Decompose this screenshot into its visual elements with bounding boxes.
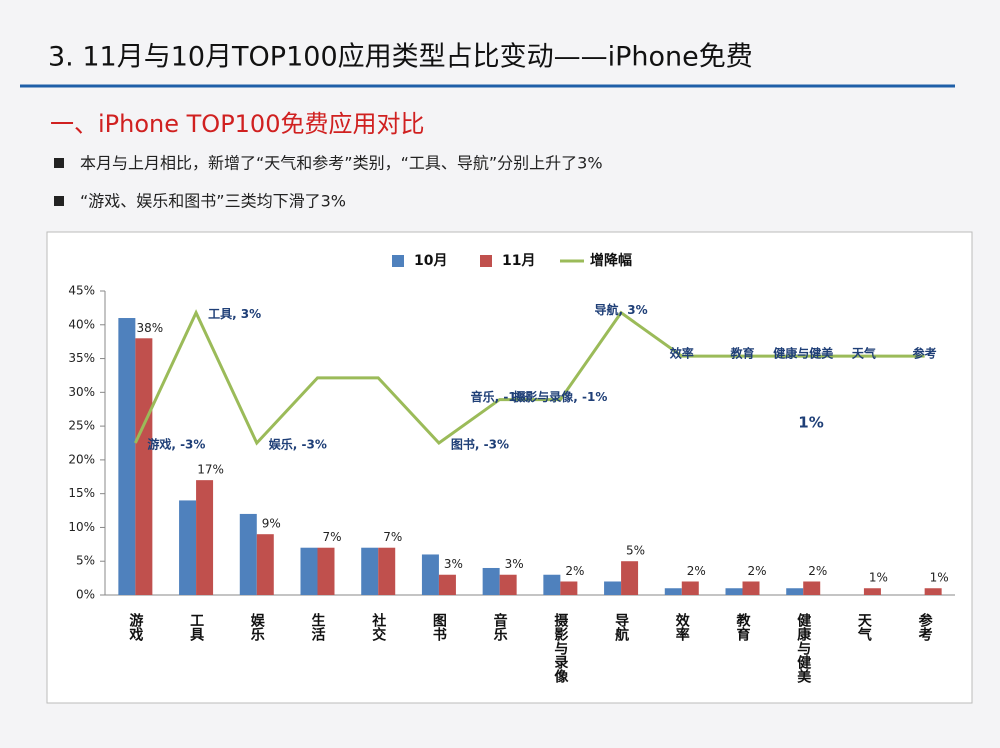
line-series <box>133 309 925 446</box>
bar <box>681 581 699 595</box>
bar-value-label: 3% <box>444 557 463 571</box>
bar <box>300 547 318 595</box>
x-tick-label: 效率 <box>674 612 690 642</box>
bullet-icon <box>54 196 64 206</box>
line-value-label: 教育 <box>729 346 754 361</box>
line-value-label: 天气 <box>852 346 876 361</box>
bar-value-label: 1% <box>869 571 888 585</box>
line-value-label: 效率 <box>670 346 694 361</box>
bar <box>543 574 561 595</box>
y-tick-label: 5% <box>76 554 95 568</box>
y-tick-label: 10% <box>68 520 95 534</box>
y-tick-label: 30% <box>68 385 95 399</box>
line-value-label: 摄影与录像, -1% <box>513 389 607 404</box>
bar <box>499 574 517 595</box>
bar <box>560 581 578 595</box>
bar <box>135 338 153 595</box>
chart-frame <box>46 231 973 704</box>
x-tick-label: 音乐 <box>492 612 508 642</box>
bar <box>742 581 760 595</box>
legend-label: 10月 <box>414 253 447 269</box>
bar-value-label: 5% <box>626 544 645 558</box>
bar <box>421 554 439 595</box>
bar-value-label: 1% <box>930 571 949 585</box>
x-tick-label: 天气 <box>856 613 873 642</box>
bar-value-label: 3% <box>505 557 524 571</box>
x-tick-label: 健康与健美 <box>795 612 811 684</box>
y-tick-label: 45% <box>68 284 95 298</box>
x-tick-label: 摄影与录像 <box>552 612 568 684</box>
bar <box>361 547 379 595</box>
x-tick-label: 娱乐 <box>249 612 265 642</box>
y-tick-label: 20% <box>68 452 95 466</box>
annotation: 1% <box>798 414 823 432</box>
y-tick-label: 35% <box>68 351 95 365</box>
line-value-label: 图书, -3% <box>451 437 509 452</box>
x-tick-label: 参考 <box>917 612 933 642</box>
slide-title: 3. 11月与10月TOP100应用类型占比变动——iPhone免费 <box>48 42 753 73</box>
bar-value-label: 2% <box>747 564 766 578</box>
bullet-text: “游戏、娱乐和图书”三类均下滑了3% <box>80 192 346 211</box>
x-tick-label: 教育 <box>735 612 751 642</box>
bar <box>924 588 942 595</box>
line-value-label: 健康与健美 <box>773 346 834 361</box>
legend-swatch <box>392 255 404 267</box>
bar-value-label: 2% <box>808 564 827 578</box>
line-value-label: 导航, 3% <box>595 302 648 317</box>
bar <box>604 581 622 595</box>
bar <box>863 588 881 595</box>
x-tick-label: 游戏 <box>127 612 144 642</box>
y-tick-label: 0% <box>76 588 95 602</box>
x-tick-label: 图书 <box>431 613 447 642</box>
bar-value-label: 2% <box>565 564 584 578</box>
bar <box>664 588 682 595</box>
x-tick-label: 工具 <box>188 613 205 642</box>
y-tick-label: 25% <box>68 419 95 433</box>
bar <box>256 534 274 595</box>
x-tick-label: 生活 <box>310 612 326 642</box>
bar <box>786 588 804 595</box>
bar <box>378 547 396 595</box>
bar-value-label: 7% <box>383 530 402 544</box>
bar <box>118 318 136 595</box>
bar-value-label: 17% <box>197 463 224 477</box>
bar <box>179 500 197 595</box>
bullet-text: 本月与上月相比，新增了“天气和参考”类别，“工具、导航”分别上升了3% <box>80 154 603 173</box>
bar <box>317 547 335 595</box>
bar <box>803 581 821 595</box>
bar <box>725 588 743 595</box>
y-tick-label: 40% <box>68 317 95 331</box>
line-value-label: 音乐, -1% <box>471 389 529 404</box>
line-value-label: 娱乐, -3% <box>269 437 327 452</box>
x-tick-label: 社交 <box>370 612 387 642</box>
line-value-label: 参考 <box>913 346 937 361</box>
x-tick-label: 导航 <box>613 613 629 642</box>
bullet-icon <box>54 158 64 168</box>
bar <box>239 513 257 595</box>
bar-value-label: 7% <box>322 530 341 544</box>
line-value-label: 游戏, -3% <box>147 437 205 452</box>
bar-value-label: 9% <box>262 517 281 531</box>
bar <box>196 480 214 595</box>
bar-value-label: 2% <box>687 564 706 578</box>
bar-value-label: 38% <box>137 321 164 335</box>
bar <box>482 567 500 595</box>
legend-label: 增降幅 <box>590 252 632 269</box>
y-tick-label: 15% <box>68 486 95 500</box>
subtitle: 一、iPhone TOP100免费应用对比 <box>50 110 424 138</box>
legend-label: 11月 <box>502 253 535 269</box>
bar <box>621 561 639 595</box>
bar <box>438 574 456 595</box>
legend-swatch <box>480 255 492 267</box>
line-value-label: 工具, 3% <box>208 307 261 321</box>
